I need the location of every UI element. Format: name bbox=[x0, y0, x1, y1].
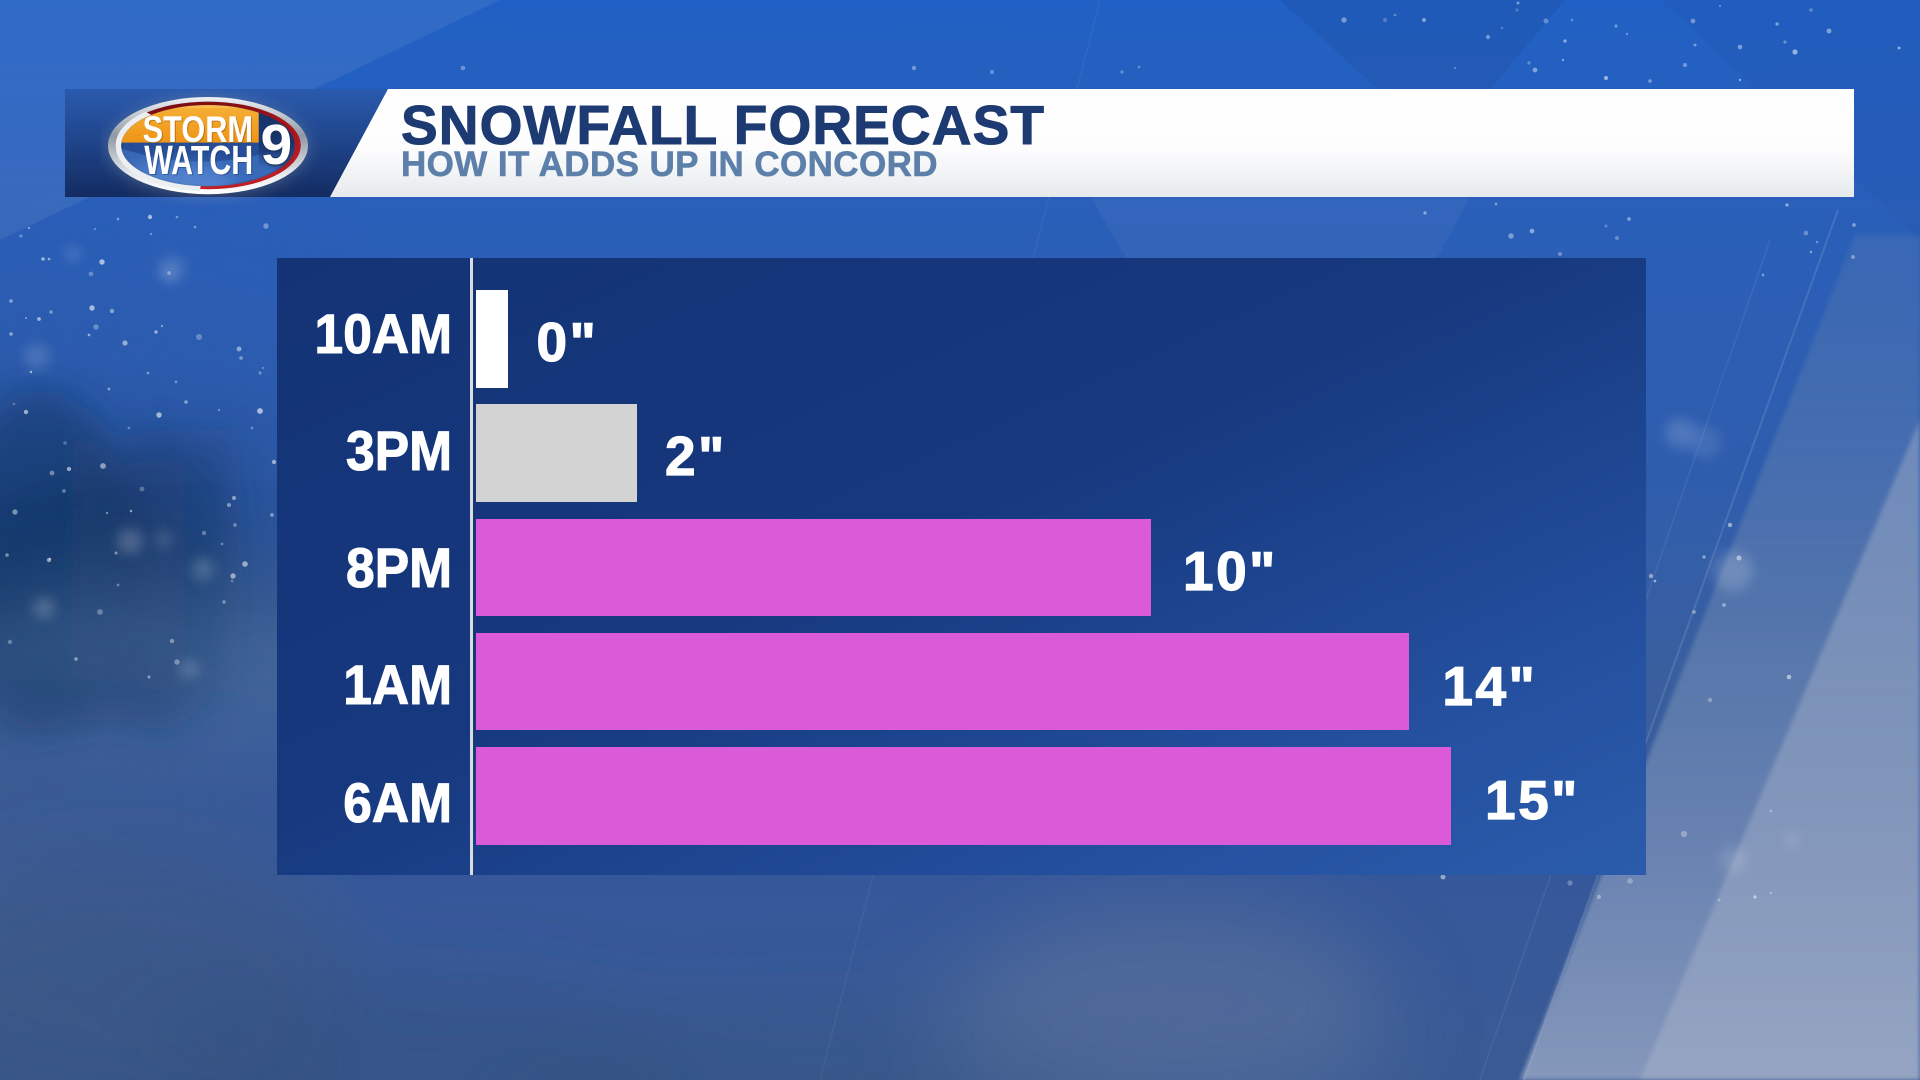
svg-text:9: 9 bbox=[263, 116, 295, 180]
svg-text:STORM: STORM bbox=[143, 109, 253, 150]
svg-text:WATCH: WATCH bbox=[145, 137, 254, 184]
svg-text:9: 9 bbox=[260, 113, 292, 177]
svg-text:WATCH: WATCH bbox=[144, 136, 253, 183]
svg-text:STORM: STORM bbox=[144, 110, 254, 151]
